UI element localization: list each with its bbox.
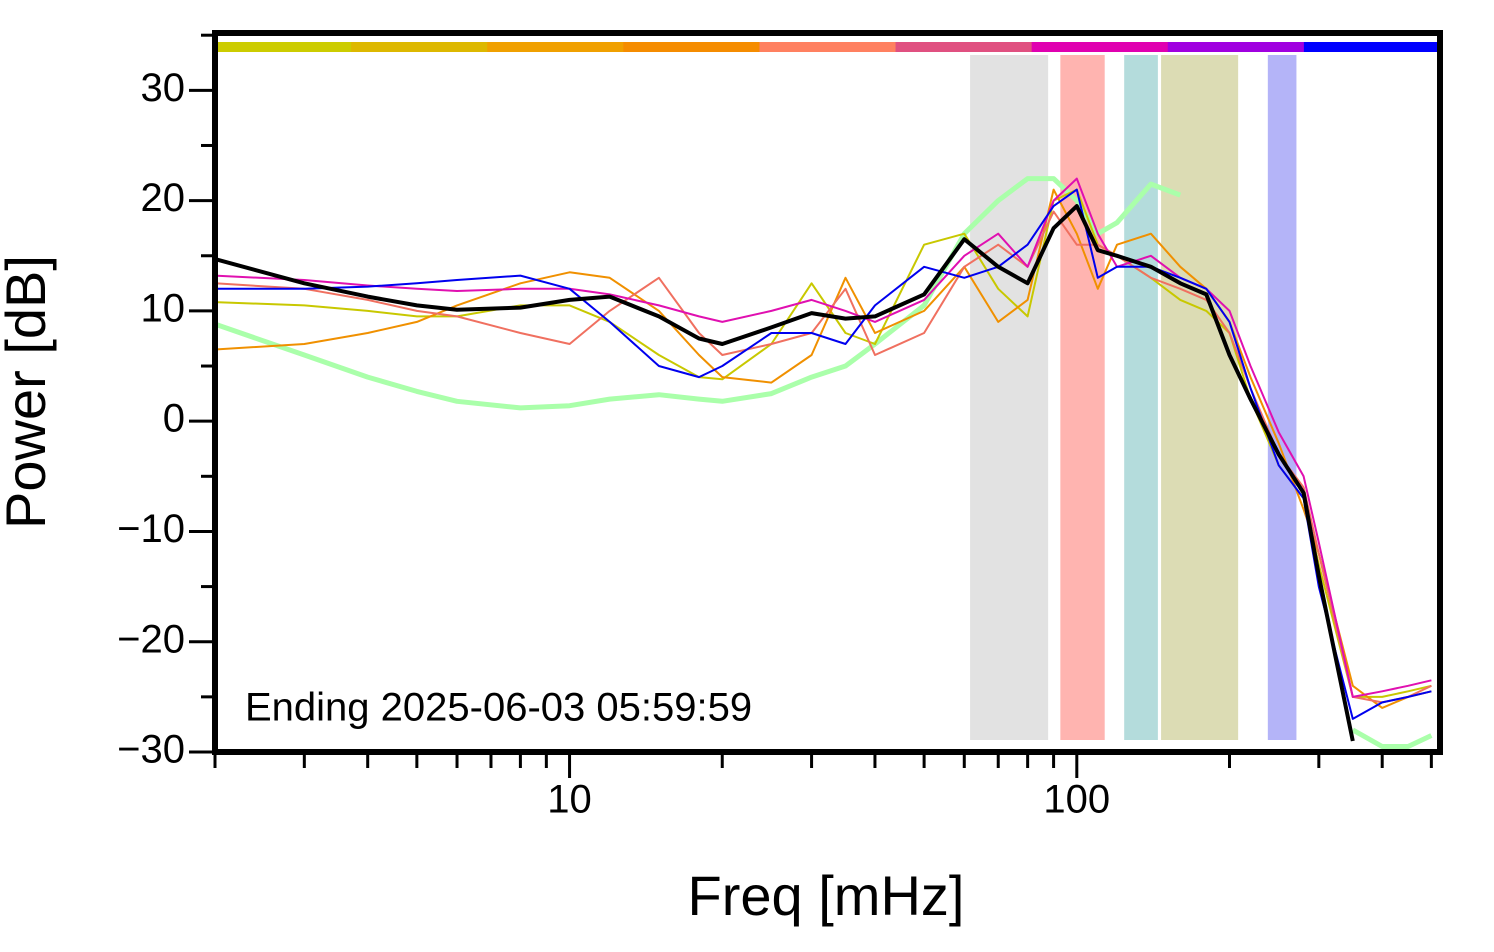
band: [1124, 55, 1158, 740]
series-line: [215, 177, 1432, 698]
y-tick-label: −20: [117, 617, 185, 661]
color-bar-segment: [351, 42, 488, 52]
y-tick-label: −10: [117, 507, 185, 551]
y-tick-label: 10: [141, 286, 186, 330]
y-tick-label: −30: [117, 728, 185, 772]
color-bar-segment: [759, 42, 897, 52]
y-tick-label: 0: [163, 397, 185, 441]
color-bar-segment: [1031, 42, 1169, 52]
series-line: [215, 204, 1355, 742]
x-axis-label: Freq [mHz]: [688, 864, 965, 927]
color-bar-segment: [487, 42, 624, 52]
y-axis-label: Power [dB]: [0, 255, 57, 529]
series-line: [215, 188, 1432, 709]
series-line: [215, 188, 1432, 698]
plot-frame: [212, 30, 1443, 755]
color-bar-segment: [1167, 42, 1305, 52]
y-tick-label: 20: [141, 176, 186, 220]
color-bar-segment: [623, 42, 760, 52]
band: [1161, 55, 1239, 740]
y-tick-label: 30: [141, 66, 186, 110]
band: [1267, 55, 1297, 740]
lines: [215, 176, 1433, 749]
series-line: [215, 176, 1433, 749]
x-tick-label: 100: [1043, 778, 1110, 822]
color-bar-segment: [1303, 42, 1441, 52]
x-tick-label: 10: [547, 778, 592, 822]
color-bar-segment: [215, 42, 352, 52]
color-bar-segment: [895, 42, 1033, 52]
annotation: Ending 2025-06-03 05:59:59: [245, 686, 752, 730]
series-line: [215, 188, 1432, 720]
band: [1060, 55, 1105, 740]
band: [970, 55, 1049, 740]
